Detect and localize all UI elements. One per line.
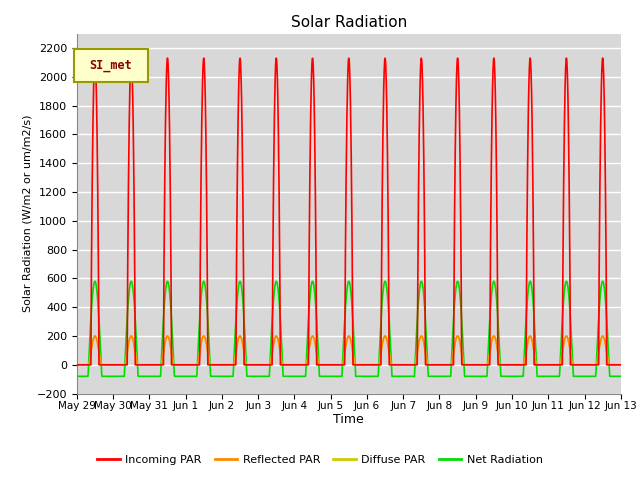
Y-axis label: Solar Radiation (W/m2 or um/m2/s): Solar Radiation (W/m2 or um/m2/s) xyxy=(22,115,33,312)
Legend: Incoming PAR, Reflected PAR, Diffuse PAR, Net Radiation: Incoming PAR, Reflected PAR, Diffuse PAR… xyxy=(93,451,547,469)
Text: SI_met: SI_met xyxy=(90,59,132,72)
X-axis label: Time: Time xyxy=(333,413,364,426)
Title: Solar Radiation: Solar Radiation xyxy=(291,15,407,30)
FancyBboxPatch shape xyxy=(74,49,147,82)
